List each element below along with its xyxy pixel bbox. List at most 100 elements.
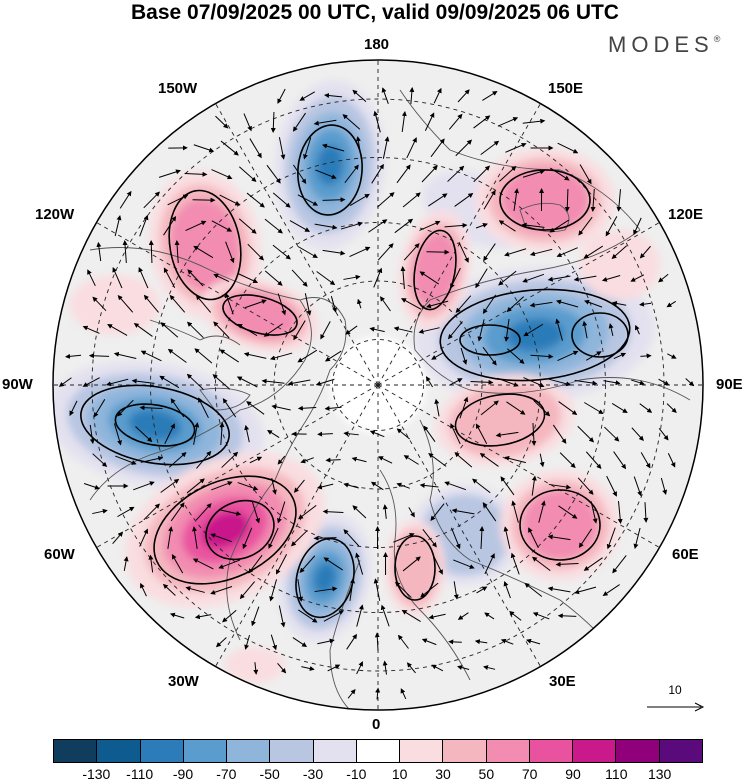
wind-vector-arrow (292, 164, 307, 184)
wind-vector-arrow (107, 324, 128, 336)
wind-vector-arrow (639, 301, 652, 307)
wind-vector-arrow (504, 319, 510, 342)
streamline-contour (114, 403, 196, 447)
meridian-line (215, 103, 379, 386)
wind-vector-arrow (578, 528, 593, 548)
wind-vector-arrow (431, 352, 444, 360)
streamline-contour (222, 294, 298, 336)
wind-vector-arrow (356, 604, 364, 627)
wind-vector-arrow (601, 275, 621, 282)
wind-vector-arrow (185, 586, 205, 593)
wind-vector-arrow (552, 424, 567, 444)
streamline-contour (168, 189, 242, 301)
wind-vector-arrow (320, 321, 331, 340)
wind-vector-arrow (559, 452, 576, 469)
wind-vector-arrow (504, 248, 527, 257)
wind-vector-arrow (198, 397, 209, 419)
wind-vector-arrow (484, 612, 495, 620)
wind-vector-arrow (210, 586, 233, 595)
colorbar-swatch (529, 740, 574, 762)
wind-vector-arrow (633, 217, 642, 236)
wind-vector-arrow (577, 425, 595, 443)
wind-vector-arrow (639, 245, 651, 259)
wind-vector-arrow (213, 273, 230, 283)
wind-vector-arrow (521, 222, 545, 228)
wind-vector-arrow (474, 639, 488, 645)
wind-vector-arrow (162, 583, 176, 596)
wind-vector-arrow (483, 665, 496, 671)
lon-label-60w: 60W (44, 546, 75, 563)
wind-vector-arrow (397, 634, 409, 649)
wind-vector-arrow (450, 527, 461, 550)
wind-vector-arrow (322, 509, 344, 515)
wind-vector-arrow (579, 164, 592, 185)
wind-vector-arrow (513, 188, 519, 211)
colorbar-swatch (54, 740, 98, 762)
anomaly-region (501, 167, 589, 233)
wind-vector-arrow (143, 503, 160, 521)
wind-vector-arrow (344, 164, 359, 184)
wind-vector-arrow (293, 320, 306, 341)
wind-vector-arrow (403, 243, 420, 261)
wind-vector-arrow (643, 502, 649, 523)
wind-vector-arrow (377, 243, 394, 261)
wind-vector-arrow (667, 353, 677, 359)
meridian-line (377, 103, 541, 386)
wind-vector-arrow (212, 374, 231, 390)
wind-vector-arrow (169, 612, 185, 619)
wind-vector-arrow (278, 605, 286, 628)
wind-vector-arrow (138, 266, 149, 289)
wind-vector-arrow (475, 268, 488, 289)
wind-vector-arrow (428, 453, 447, 467)
streamline-contour (459, 324, 521, 356)
wind-vector-arrow (459, 396, 469, 419)
wind-vector-arrow (484, 553, 495, 575)
wind-vector-arrow (290, 529, 308, 547)
wind-vector-arrow (528, 527, 539, 549)
wind-vector-arrow (504, 455, 526, 464)
wind-vector-arrow (531, 422, 537, 446)
lon-label-180: 180 (364, 36, 390, 53)
wind-vector-arrow (590, 188, 596, 212)
reference-arrow-icon (647, 702, 705, 712)
wind-vector-arrow (193, 422, 200, 445)
wind-vector-arrow (524, 582, 543, 597)
wind-vector-arrow (292, 637, 308, 648)
wind-vector-arrow (213, 321, 230, 339)
wind-vector-arrow (482, 294, 497, 314)
wind-vector-arrow (316, 483, 334, 490)
wind-vector-arrow (382, 660, 388, 675)
colorbar-swatch (270, 740, 314, 762)
streamline-contour (519, 489, 601, 561)
wind-vector-arrow (315, 169, 337, 179)
wind-vector-arrow (270, 111, 276, 134)
colorbar-swatch (356, 740, 401, 762)
wind-vector-arrow (424, 112, 435, 131)
wind-vector-arrow (503, 581, 511, 599)
wind-vector-arrow (428, 193, 448, 207)
wind-vector-arrow (418, 327, 440, 334)
wind-vector-arrow (373, 267, 383, 288)
wind-vector-arrow (368, 219, 388, 233)
wind-vector-arrow (239, 581, 255, 600)
wind-vector-arrow (548, 378, 572, 387)
anomaly-field (53, 80, 660, 683)
wind-vector-arrow (272, 244, 291, 260)
wind-vector-arrow (530, 353, 554, 359)
wind-vector-arrow (160, 478, 180, 493)
wind-vector-arrow (317, 431, 333, 437)
wind-vector-arrow (430, 138, 445, 158)
wind-vector-arrow (69, 400, 78, 416)
wind-vector-arrow (224, 292, 234, 315)
wind-vector-arrow (131, 378, 155, 384)
wind-vector-arrow (192, 197, 216, 203)
wind-vector-arrow (456, 665, 470, 670)
wind-vector-arrow (454, 193, 474, 207)
wind-vector-arrow (378, 456, 393, 464)
wind-vector-arrow (457, 612, 469, 620)
wind-vector-arrow (400, 266, 406, 290)
wind-vector-arrow (289, 220, 311, 232)
wind-vector-arrow (396, 482, 410, 489)
wind-vector-arrow (299, 91, 316, 101)
wind-vector-arrow (192, 558, 214, 570)
